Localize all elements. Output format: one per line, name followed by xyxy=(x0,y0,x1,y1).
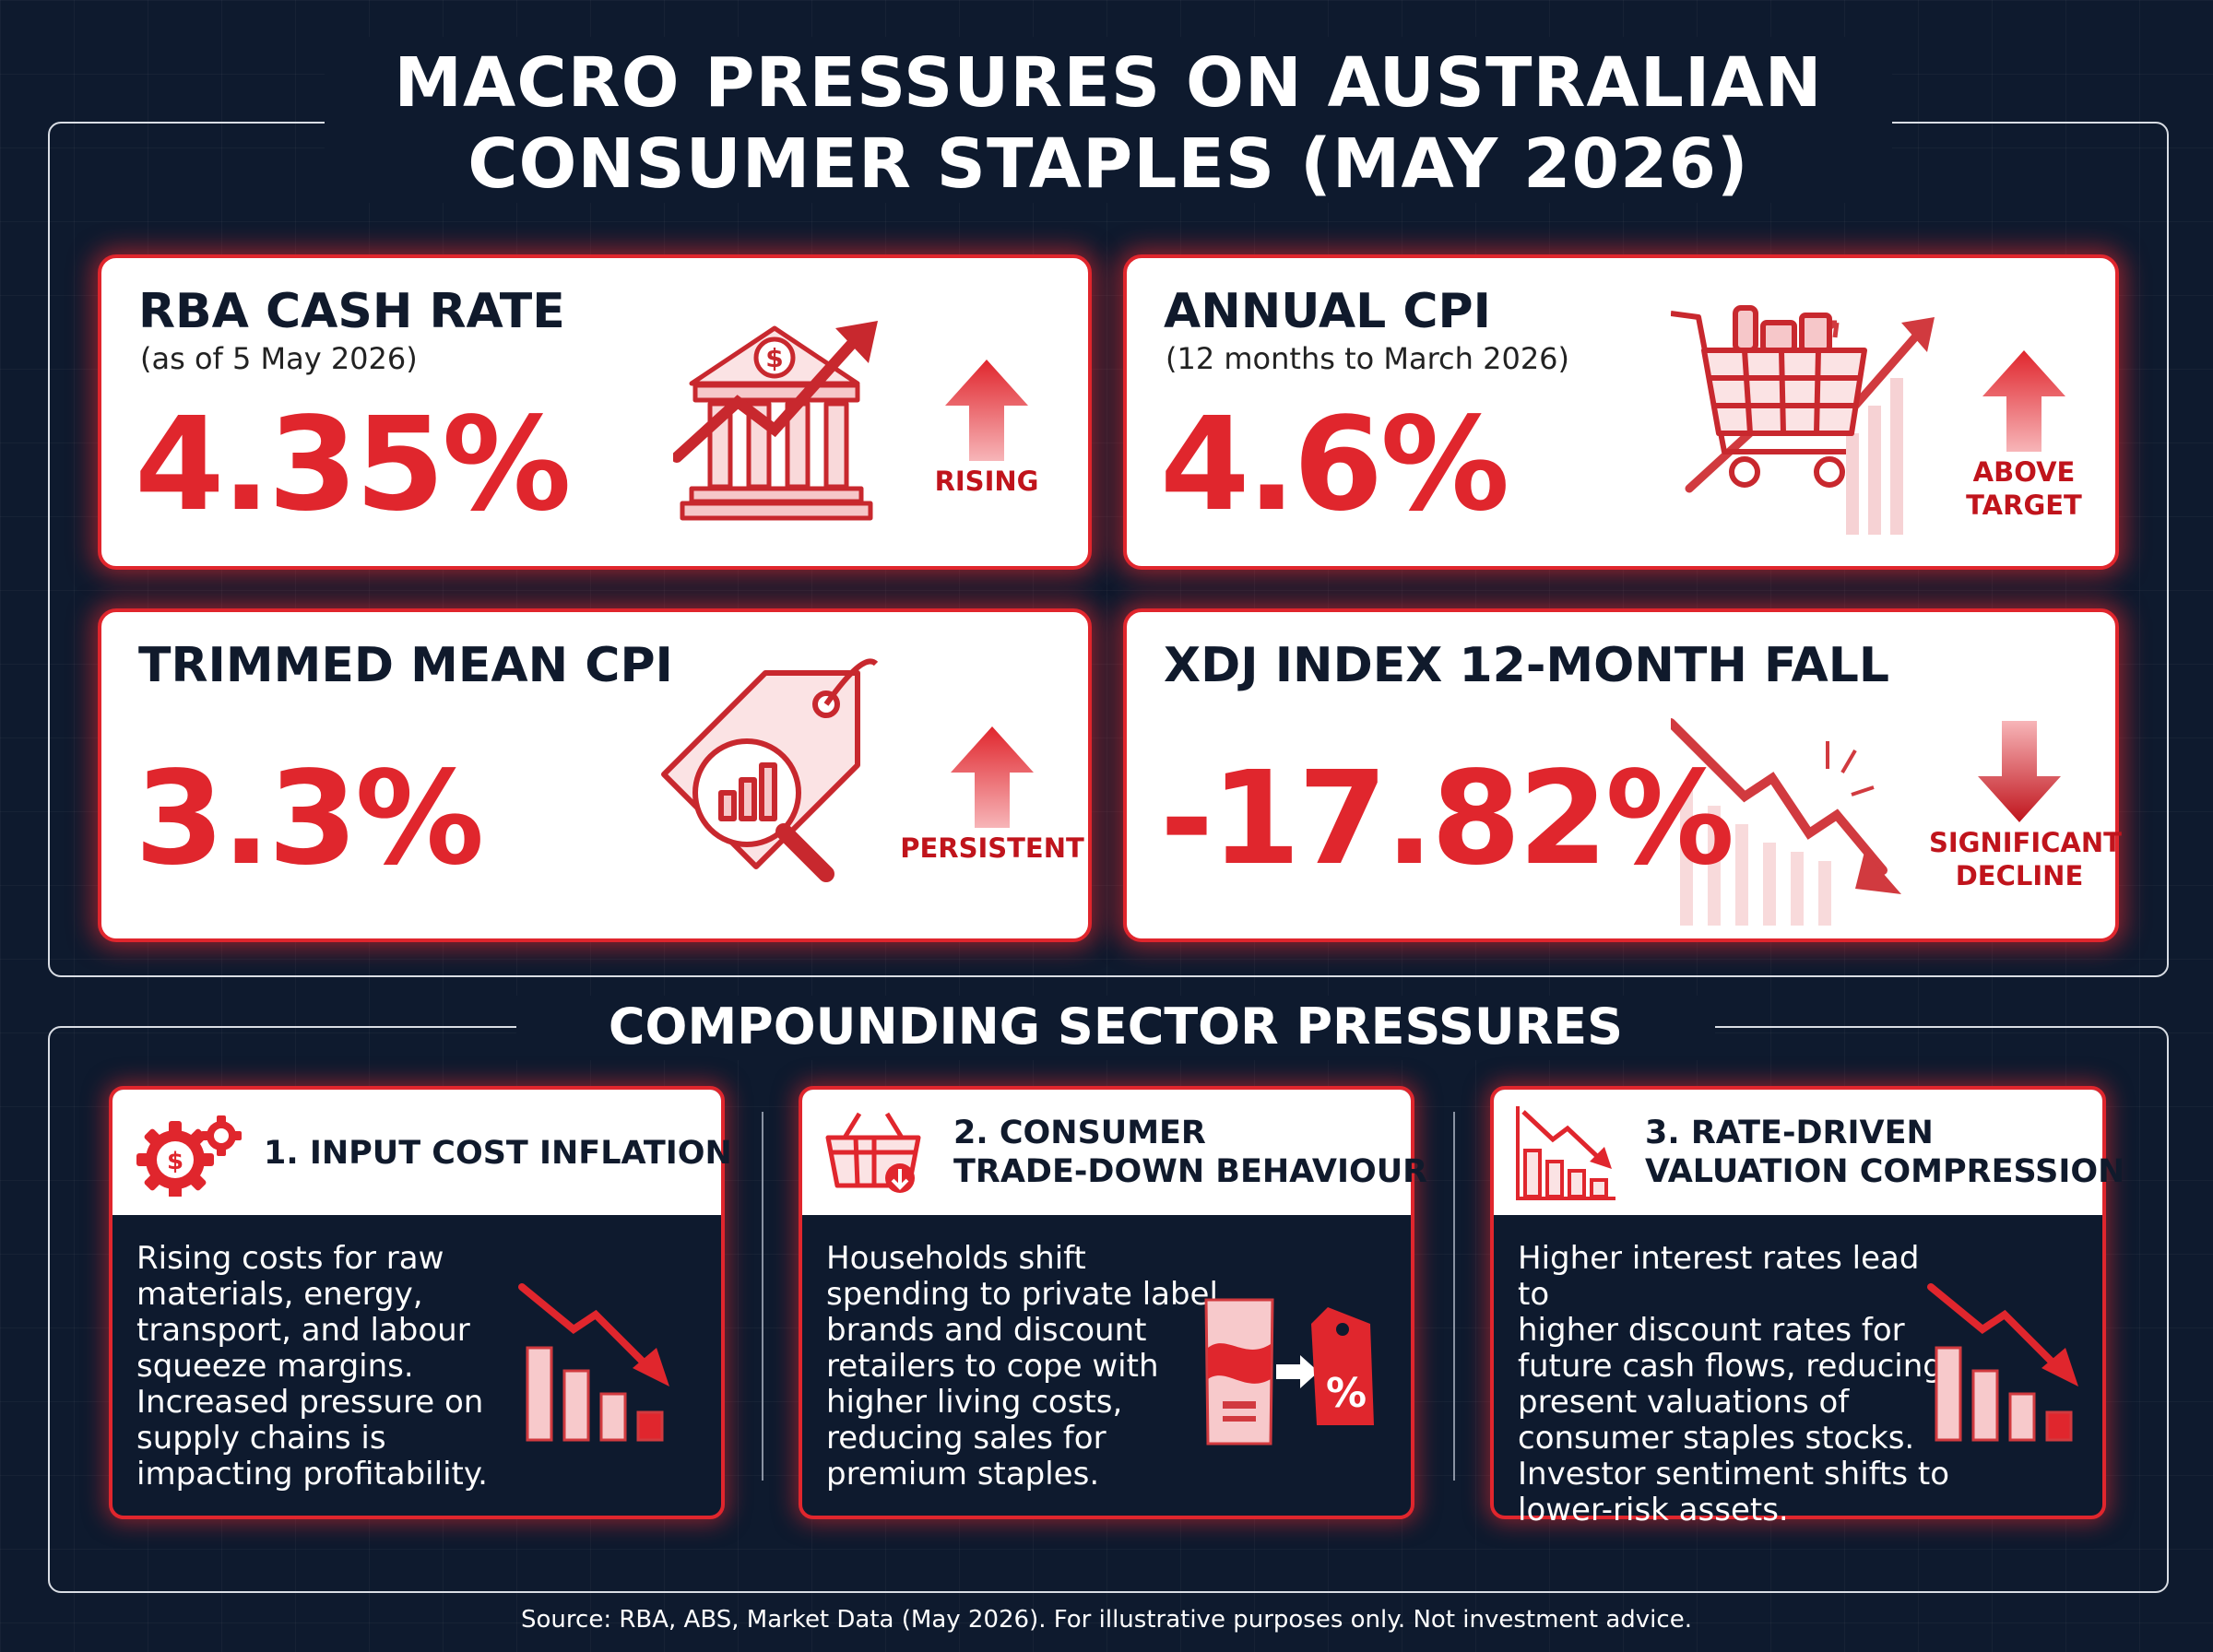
card-title: RBA CASH RATE xyxy=(138,284,565,339)
pressure-card-body: Higher interest rates lead to higher dis… xyxy=(1518,1240,1949,1528)
pressure-card-title: 2. CONSUMER TRADE-DOWN BEHAVIOUR xyxy=(953,1114,1427,1191)
card-value: 4.6% xyxy=(1160,390,1509,540)
svg-text:$: $ xyxy=(765,343,783,373)
bank-chart-icon: $ xyxy=(673,321,878,521)
declining-bars-icon xyxy=(1927,1283,2078,1442)
trend-label: RISING xyxy=(934,466,1039,497)
card-value: -17.82% xyxy=(1160,744,1734,894)
pressure-card-body: Households shift spending to private lab… xyxy=(826,1240,1218,1493)
basket-down-icon xyxy=(825,1112,921,1193)
pressure-card-header: 3. RATE-DRIVEN VALUATION COMPRESSION xyxy=(1494,1090,2124,1215)
page-title-line-2: CONSUMER STAPLES (MAY 2026) xyxy=(467,124,1749,204)
trend-label-line-2: DECLINE xyxy=(1955,860,2084,891)
pressure-card-title-line-1: 1. INPUT COST INFLATION xyxy=(264,1135,732,1172)
falling-chart-icon xyxy=(1671,718,1901,926)
declining-bars-icon xyxy=(518,1283,669,1442)
source-footer: Source: RBA, ABS, Market Data (May 2026)… xyxy=(521,1606,1692,1634)
card-value: 3.3% xyxy=(135,744,484,894)
discount-tag-label: % xyxy=(1325,1370,1367,1417)
trend-label-line-1: SIGNIFICANT xyxy=(1929,827,2122,858)
page-title-line-1: MACRO PRESSURES ON AUSTRALIAN xyxy=(394,43,1823,123)
pressure-card-body: Rising costs for raw materials, energy, … xyxy=(136,1240,488,1493)
svg-text:$: $ xyxy=(167,1148,183,1175)
arrow-up-icon xyxy=(945,360,1028,461)
pressure-card-header: 2. CONSUMER TRADE-DOWN BEHAVIOUR xyxy=(802,1090,1427,1215)
section-title: COMPOUNDING SECTOR PRESSURES xyxy=(608,997,1624,1056)
page-title: MACRO PRESSURES ON AUSTRALIAN CONSUMER S… xyxy=(325,42,1892,205)
pressure-card-header: $ 1. INPUT COST INFLATION xyxy=(112,1090,732,1215)
trimmed-mean-cpi-card: TRIMMED MEAN CPI 3.3% PERSISTENT xyxy=(98,608,1092,942)
pressure-card-title: 3. RATE-DRIVEN VALUATION COMPRESSION xyxy=(1645,1114,2124,1191)
price-tag-magnifier-icon xyxy=(661,658,879,882)
card-title: XDJ INDEX 12-MONTH FALL xyxy=(1164,638,1890,693)
card-subtitle: (12 months to March 2026) xyxy=(1166,341,1570,376)
pressure-card-title-line-2: TRADE-DOWN BEHAVIOUR xyxy=(953,1153,1428,1190)
pressure-card-valuation: 3. RATE-DRIVEN VALUATION COMPRESSION Hig… xyxy=(1490,1086,2124,1528)
arrow-up-icon xyxy=(951,726,1034,828)
product-discount-tag-icon xyxy=(1204,1298,1374,1446)
trend-label-line-1: ABOVE xyxy=(1972,456,2076,488)
card-subtitle: (as of 5 May 2026) xyxy=(140,341,418,376)
pressure-card-input-cost: $ 1. INPUT COST INFLATION Rising costs f… xyxy=(109,1086,732,1519)
pressure-card-title: 1. INPUT COST INFLATION xyxy=(264,1134,732,1173)
pressure-card-title-line-2: VALUATION COMPRESSION xyxy=(1645,1153,2125,1190)
falling-bars-icon xyxy=(1516,1106,1615,1200)
divider xyxy=(762,1112,763,1481)
card-value: 4.35% xyxy=(135,390,572,540)
trend-label-line-2: TARGET xyxy=(1966,490,2082,521)
card-title: ANNUAL CPI xyxy=(1164,284,1492,339)
trend-indicator: PERSISTENT xyxy=(900,726,1084,865)
card-title: TRIMMED MEAN CPI xyxy=(138,638,673,693)
arrow-up-icon xyxy=(1982,350,2065,452)
pressure-card-title-line-1: 3. RATE-DRIVEN xyxy=(1645,1115,1934,1151)
title-mask xyxy=(325,37,1892,203)
dollar-gears-icon: $ xyxy=(136,1115,242,1197)
arrow-down-icon xyxy=(1978,721,2061,822)
pressure-card-trade-down: 2. CONSUMER TRADE-DOWN BEHAVIOUR Househo… xyxy=(799,1086,1427,1519)
shopping-cart-icon xyxy=(1671,305,1935,535)
section-title-mask xyxy=(516,996,1715,1060)
rba-cash-rate-card: RBA CASH RATE (as of 5 May 2026) 4.35% $… xyxy=(98,254,1092,570)
trend-indicator: SIGNIFICANT DECLINE xyxy=(1929,721,2122,892)
pressure-card-title-line-1: 2. CONSUMER xyxy=(953,1115,1206,1151)
trend-indicator: ABOVE TARGET xyxy=(1946,350,2102,522)
trend-indicator: RISING xyxy=(913,360,1060,498)
trend-label: PERSISTENT xyxy=(900,832,1084,864)
divider xyxy=(1453,1112,1455,1481)
annual-cpi-card: ANNUAL CPI (12 months to March 2026) 4.6… xyxy=(1123,254,2119,570)
xdj-index-card: XDJ INDEX 12-MONTH FALL -17.82% SIGNIFIC… xyxy=(1123,608,2122,942)
